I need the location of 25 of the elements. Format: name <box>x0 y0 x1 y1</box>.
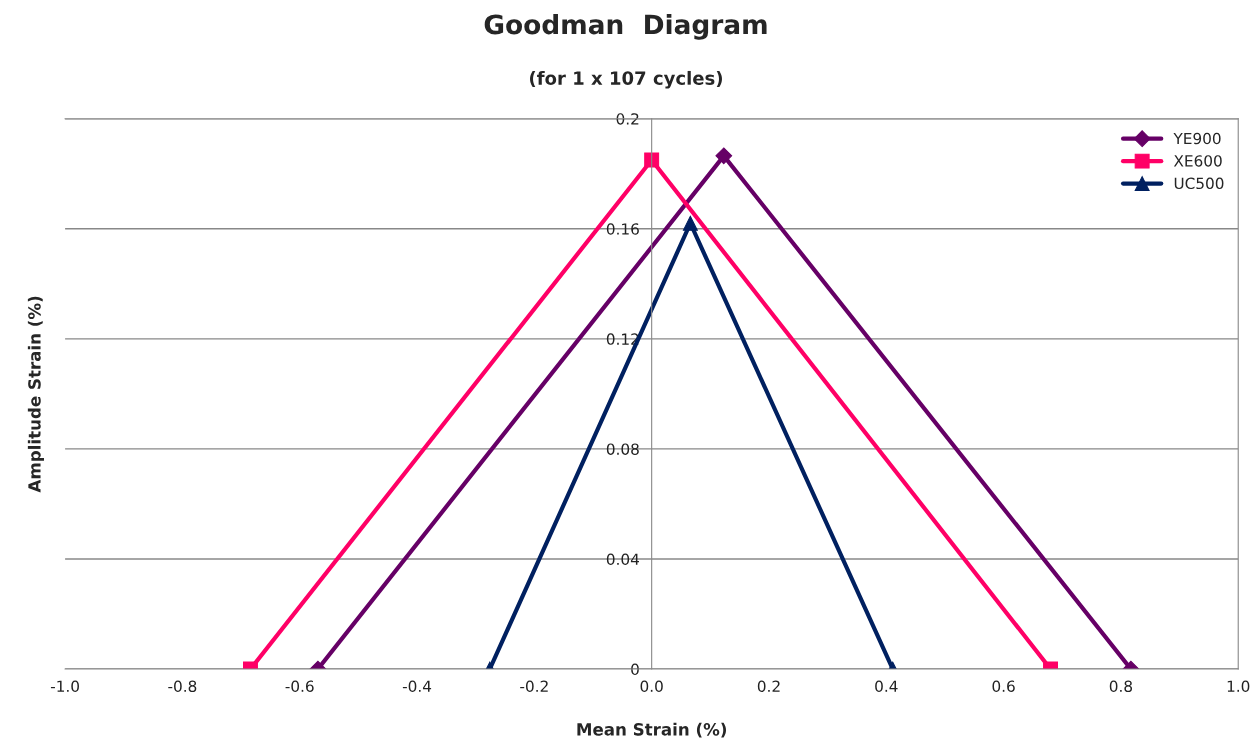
chart-title: Goodman Diagram <box>484 13 767 40</box>
x-tick-label: 0.2 <box>757 680 780 692</box>
chart-subtitle: (for 1 x 107 cycles) <box>530 70 722 89</box>
y-tick-label: 0.04 <box>606 553 639 566</box>
x-axis-title: Mean Strain (%) <box>577 722 727 738</box>
x-tick-label: 0.8 <box>1109 680 1133 692</box>
y-axis-title: Amplitude Strain (%) <box>27 296 44 493</box>
x-tick-label: -0.2 <box>520 680 548 692</box>
legend-label: XE600 <box>1173 155 1222 167</box>
x-tick-label: 0.6 <box>992 680 1015 692</box>
x-tick-label: 0.4 <box>875 680 898 692</box>
y-tick-label: 0 <box>631 663 639 676</box>
point <box>715 147 733 165</box>
point <box>682 215 698 231</box>
x-tick-label: -0.8 <box>168 680 197 692</box>
x-tick-label: 0.0 <box>640 680 663 692</box>
x-tick-label: -0.6 <box>285 680 314 692</box>
legend-label: UC500 <box>1174 177 1224 190</box>
y-tick-label: 0.16 <box>606 223 639 235</box>
x-tick-label: 1.0 <box>1227 680 1250 692</box>
legend-label: YE900 <box>1173 132 1221 145</box>
x-tick-label: -1.0 <box>50 680 79 692</box>
y-tick-label: 0.08 <box>606 443 639 455</box>
x-tick-label: -0.4 <box>402 680 432 692</box>
y-tick-label: 0.2 <box>616 113 639 125</box>
